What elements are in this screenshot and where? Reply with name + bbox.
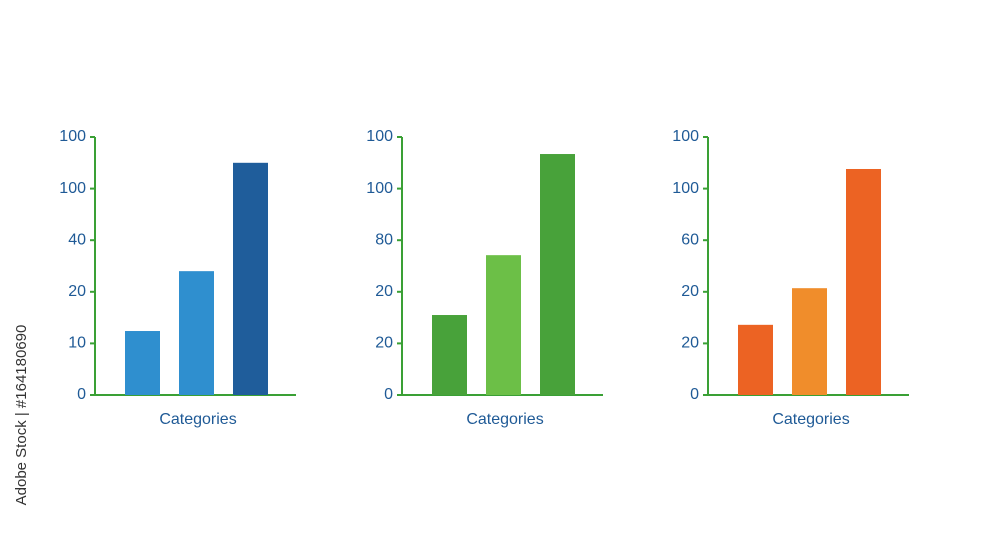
y-tick-label: 40	[68, 231, 86, 248]
bar	[846, 168, 881, 395]
y-tick-label: 20	[68, 283, 86, 300]
y-tick-label: 100	[366, 128, 393, 145]
watermark: Adobe Stock | #164180690	[13, 325, 30, 506]
y-tick-label: 60	[681, 231, 699, 248]
x-axis-label: Categories	[159, 411, 236, 428]
bar	[486, 255, 521, 395]
y-tick-label: 20	[681, 335, 699, 352]
y-tick-label: 100	[59, 128, 86, 145]
bar	[179, 271, 214, 395]
y-tick-label: 10	[68, 335, 86, 352]
bar	[540, 154, 575, 395]
y-tick-label: 80	[375, 231, 393, 248]
x-axis-label: Categories	[772, 411, 849, 428]
y-tick-label: 100	[672, 128, 699, 145]
x-axis-label: Categories	[466, 411, 543, 428]
bar	[432, 315, 467, 395]
bar	[792, 288, 827, 395]
y-tick-label: 100	[366, 180, 393, 197]
y-tick-label: 20	[681, 283, 699, 300]
y-tick-label: 100	[59, 180, 86, 197]
y-tick-label: 20	[375, 335, 393, 352]
y-tick-label: 20	[375, 283, 393, 300]
bar	[738, 324, 773, 395]
y-tick-label: 0	[690, 386, 699, 403]
bar	[233, 162, 268, 395]
y-tick-label: 0	[384, 386, 393, 403]
y-tick-label: 100	[672, 180, 699, 197]
bar	[125, 331, 160, 395]
y-tick-label: 0	[77, 386, 86, 403]
